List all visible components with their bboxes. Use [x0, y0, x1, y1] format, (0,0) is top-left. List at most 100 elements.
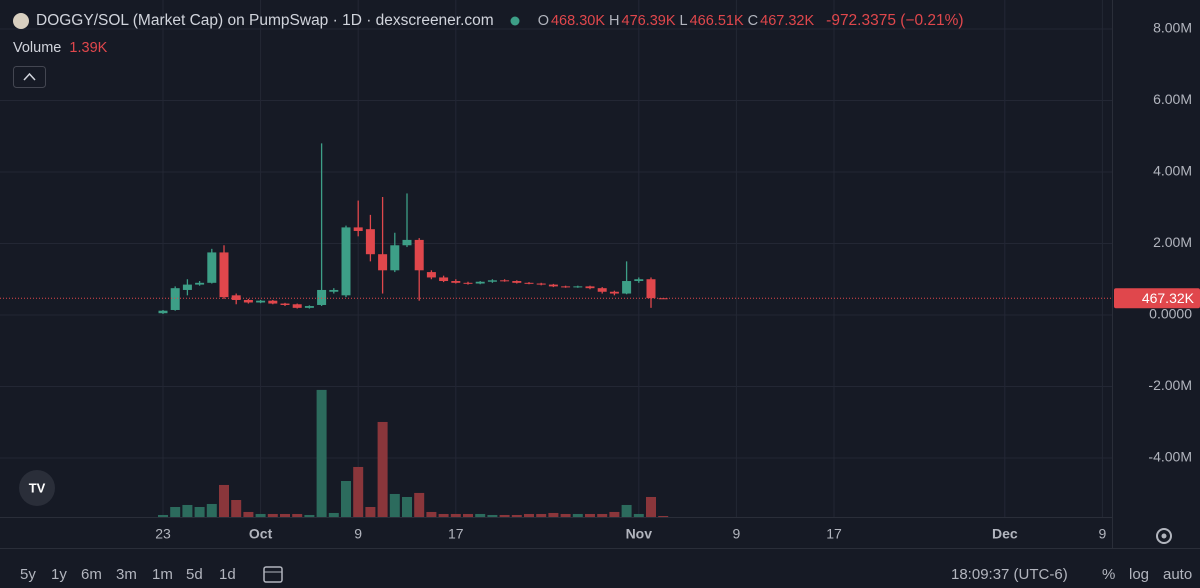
ohlc-key: H — [609, 13, 620, 29]
x-tick-label: 9 — [733, 526, 741, 542]
volume-bar — [438, 513, 449, 517]
candle-body — [256, 300, 266, 303]
clock: 18:09:37 (UTC-6) — [951, 566, 1068, 583]
range-button[interactable]: 6m — [81, 566, 102, 583]
candle-body — [390, 245, 400, 271]
x-tick-label: Oct — [249, 526, 273, 542]
candle-body — [182, 284, 192, 290]
grid — [0, 0, 1112, 517]
y-tick-label: 0.0000 — [1149, 306, 1192, 322]
candle-body — [243, 299, 253, 303]
last-price-label: 467.32K — [1142, 290, 1195, 306]
candle-body — [304, 306, 314, 308]
status-dot — [510, 16, 520, 26]
tv-logo: TV — [19, 470, 55, 506]
volume-bar — [255, 513, 266, 517]
range-button[interactable]: 1y — [51, 566, 67, 583]
volume-bar — [377, 421, 388, 517]
volume-bar — [194, 506, 205, 517]
scale-option[interactable]: % — [1102, 566, 1116, 583]
candle-body — [329, 289, 339, 292]
candle-body — [353, 227, 363, 231]
ohlc-value: 468.30K — [550, 13, 606, 29]
candle-body — [158, 310, 168, 314]
volume-bar — [585, 513, 595, 517]
volume-bar — [597, 513, 608, 517]
change: -972.3375 (−0.21%) — [826, 12, 964, 29]
candle-body — [487, 280, 497, 282]
y-tick-label: 4.00M — [1153, 163, 1192, 179]
volume-bar — [463, 513, 473, 517]
calendar-icon[interactable] — [263, 566, 283, 583]
candle-body — [646, 279, 656, 299]
volume-bar — [158, 514, 168, 517]
x-tick-label: 17 — [826, 526, 842, 542]
volume-bar — [487, 514, 498, 517]
candle-body — [378, 254, 388, 271]
candle-body — [207, 252, 217, 283]
range-button[interactable]: 5d — [186, 566, 203, 583]
candle-body — [341, 227, 351, 296]
x-tick-label: 23 — [155, 526, 171, 542]
candle-body — [268, 300, 278, 304]
candle-body — [512, 281, 522, 283]
volume-bar — [341, 481, 351, 517]
x-tick-label: Nov — [626, 526, 653, 542]
candle-body — [292, 304, 302, 308]
volume-bar — [353, 466, 364, 517]
ohlc-key: L — [679, 13, 688, 29]
scale-option[interactable]: log — [1129, 566, 1150, 583]
scale-option[interactable]: auto — [1163, 566, 1193, 583]
candle-body — [402, 239, 412, 246]
volume-bar — [219, 484, 229, 517]
candle-body — [463, 282, 473, 284]
volume-bar — [426, 511, 437, 517]
candle-body — [609, 291, 619, 294]
volume-bar — [206, 503, 217, 517]
volume-bar — [511, 514, 522, 517]
candle-body — [280, 303, 290, 305]
collapse-button[interactable] — [13, 66, 46, 88]
volume-bar — [365, 506, 376, 517]
volume-bar — [524, 513, 534, 517]
range-button[interactable]: 1d — [219, 566, 236, 583]
candle-body — [524, 282, 534, 284]
candle-body — [365, 229, 375, 255]
volume-bar — [304, 514, 315, 517]
volume-bar — [267, 513, 278, 517]
candle-body — [414, 239, 424, 271]
candle-body — [597, 288, 607, 292]
settings-icon[interactable] — [1156, 528, 1172, 544]
ohlc-value: 466.51K — [689, 13, 744, 29]
volume-bar — [292, 513, 303, 517]
volume-bar — [475, 513, 486, 517]
candle-body — [451, 281, 461, 283]
x-tick-label: 17 — [448, 526, 464, 542]
range-button[interactable]: 1m — [152, 566, 173, 583]
candle-body — [536, 283, 546, 285]
volume-bar — [170, 506, 181, 517]
y-tick-label: 6.00M — [1153, 91, 1192, 107]
volume-bar — [280, 513, 290, 517]
x-tick-label: 9 — [354, 526, 362, 542]
candle-body — [573, 286, 583, 288]
candle-body — [622, 281, 632, 294]
ohlc-key: C — [747, 13, 759, 29]
volume-bar — [316, 389, 327, 517]
volume-bar — [658, 515, 669, 517]
range-button[interactable]: 5y — [20, 566, 36, 583]
ohlc: O 468.30K H 476.39K L 466.51K C 467.32K — [538, 12, 818, 30]
volume-bar — [536, 513, 547, 517]
volume-bar — [646, 496, 656, 517]
toolbar: 5y 1y 6m 3m 1m 5d 1d 18:09:37 (UTC-6)% log auto — [0, 566, 1200, 588]
volume-label: Volume — [13, 40, 62, 56]
x-tick-label: Dec — [992, 526, 1018, 542]
volume-bar — [243, 511, 254, 517]
candle-body — [634, 279, 644, 282]
volume-bar — [548, 512, 559, 517]
volume-bar — [560, 513, 571, 517]
candle-body — [585, 286, 595, 289]
candle-body — [195, 282, 205, 285]
range-button[interactable]: 3m — [116, 566, 137, 583]
